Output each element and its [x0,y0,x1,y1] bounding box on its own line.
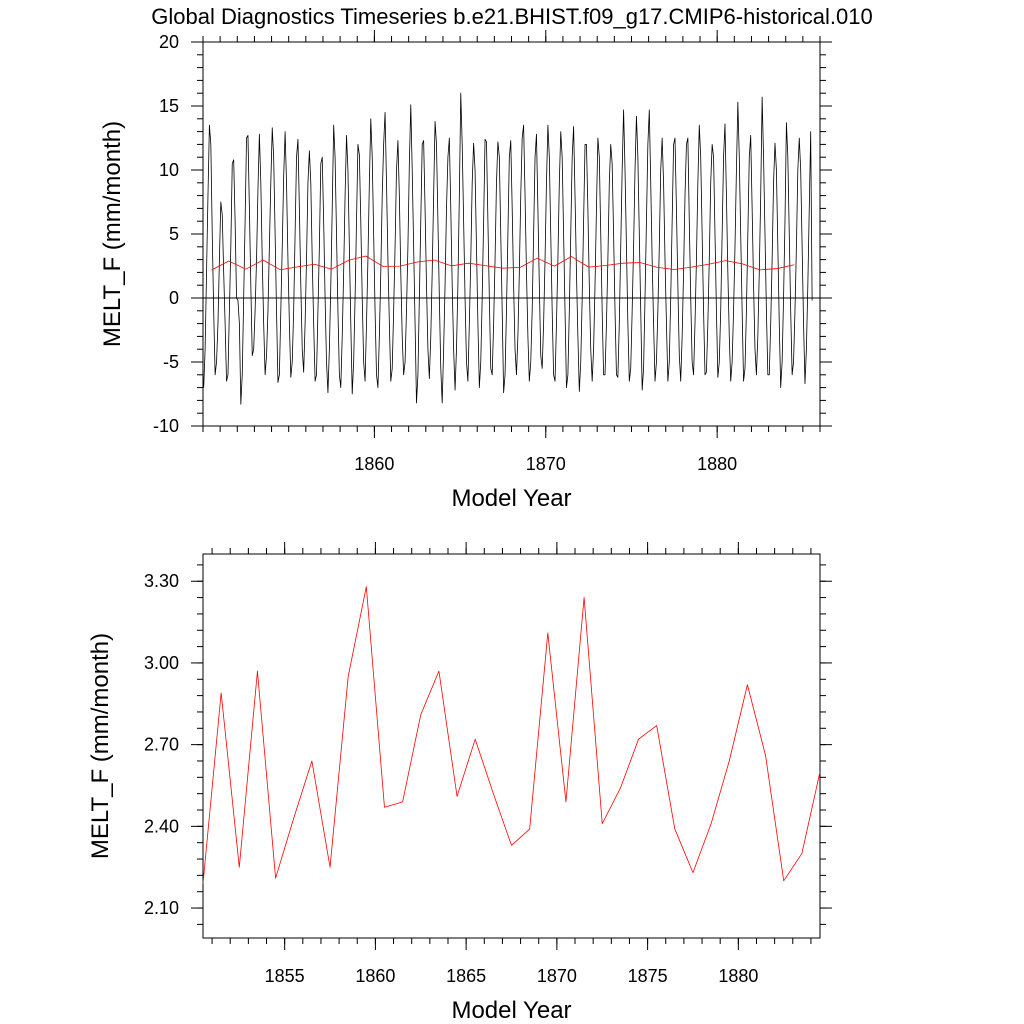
y-tick-label: -10 [153,416,179,436]
x-axis-label: Model Year [451,485,571,512]
y-axis-label: MELT_F (mm/month) [87,633,114,859]
y-axis-label: MELT_F (mm/month) [99,121,126,347]
x-tick-label: 1880 [718,966,758,986]
x-tick-label: 1860 [354,454,394,474]
annual-series-line [211,255,795,271]
x-tick-label: 1875 [628,966,668,986]
x-tick-label: 1855 [265,966,305,986]
x-tick-label: 1865 [446,966,486,986]
y-tick-label: 3.00 [144,653,179,673]
x-tick-label: 1860 [355,966,395,986]
y-tick-label: 2.10 [144,898,179,918]
y-tick-label: 0 [169,288,179,308]
x-tick-label: 1870 [537,966,577,986]
top-panel-chart: 1860 1870 1880 -10 -5 0 5 10 15 20 Model Year MELT_… [99,30,832,512]
bottom-panel-chart: 1855 1860 1865 1870 1875 1880 2.10 2.40 2.70 3.00… [87,542,832,1024]
y-tick-label: 5 [169,224,179,244]
figure-title: Global Diagnostics Timeseries b.e21.BHIS… [151,4,872,29]
x-tick-label: 1880 [697,454,737,474]
y-tick-label: 15 [159,96,179,116]
y-tick-label: 2.70 [144,735,179,755]
monthly-series-line [203,92,813,405]
x-axis-label: Model Year [451,997,571,1024]
y-tick-label: 10 [159,160,179,180]
y-tick-label: -5 [163,352,179,372]
y-tick-label: 3.30 [144,571,179,591]
y-tick-label: 20 [159,32,179,52]
x-tick-label: 1870 [526,454,566,474]
y-tick-label: 2.40 [144,816,179,836]
annual-series-line [202,586,821,884]
plot-frame [202,553,821,939]
